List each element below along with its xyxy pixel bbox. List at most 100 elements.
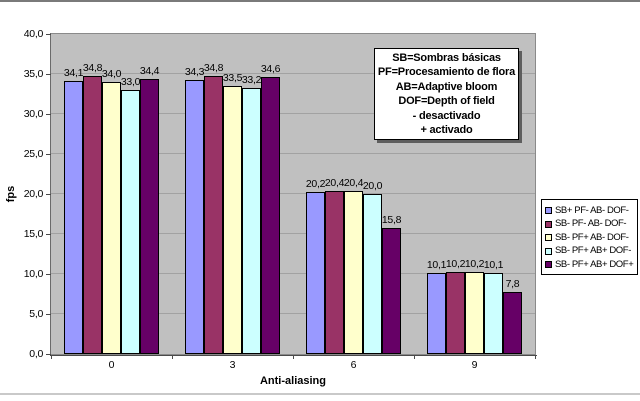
bar-SB-PF+AB+DOF+-aa3 <box>261 77 280 354</box>
x-tick-mark <box>293 355 294 359</box>
y-tick-label: 30,0 <box>23 108 44 120</box>
gridline <box>51 73 535 74</box>
bar-value-label: 33,5 <box>222 72 243 84</box>
bar-value-label: 34,4 <box>139 64 160 77</box>
y-tick-mark <box>46 354 51 355</box>
annotation-line: PF=Procesamiento de flora <box>377 66 516 78</box>
legend-item: SB- PF- AB- DOF- <box>542 218 637 232</box>
bar-value-label: 34,6 <box>260 63 281 76</box>
bar-value-label: 20,4 <box>343 176 364 189</box>
bar-SB+PF-AB-DOF--aa0 <box>64 81 83 354</box>
annotation-line: AB=Adaptive bloom <box>395 80 498 93</box>
bar-SB-PF+AB+DOF+-aa0 <box>140 78 159 354</box>
legend: SB+ PF- AB- DOF- SB- PF- AB- DOF- SB- PF+ … <box>541 199 638 275</box>
bar-SB-PF+AB-DOF--aa6 <box>344 190 363 354</box>
legend-label: SB- PF+ AB+ DOF- <box>555 245 631 257</box>
annotation-line: DOF=Depth of field <box>398 95 495 107</box>
bar-SB-PF+AB+DOF+-aa9 <box>503 291 522 354</box>
annotation-line: SB=Sombras básicas <box>392 51 501 64</box>
y-tick-label: 25,0 <box>23 148 44 160</box>
y-tick-mark <box>46 74 51 75</box>
bar-SB-PF-AB-DOF--aa6 <box>325 190 344 354</box>
legend-label: SB+ PF- AB- DOF- <box>555 204 629 216</box>
bar-SB+PF-AB-DOF--aa3 <box>185 79 204 354</box>
bar-SB-PF+AB+DOF--aa3 <box>242 88 261 354</box>
bar-value-label: 34,8 <box>203 61 224 74</box>
annotation-box: SB=Sombras básicas PF=Procesamiento de f… <box>374 48 519 140</box>
y-tick-mark <box>46 154 51 155</box>
y-tick-label: 10,0 <box>23 268 44 280</box>
legend-label: SB- PF+ AB+ DOF+ <box>555 258 634 270</box>
y-tick-label: 40,0 <box>23 28 44 40</box>
gridline <box>51 113 535 114</box>
bar-SB-PF-AB-DOF--aa9 <box>446 272 465 354</box>
annotation-line: + activado <box>420 124 473 136</box>
legend-marker <box>545 234 552 242</box>
y-tick-mark <box>46 274 51 275</box>
y-tick-label: 20,0 <box>23 188 44 200</box>
gridline <box>51 233 535 234</box>
gridline <box>51 313 535 314</box>
bar-SB+PF-AB-DOF--aa9 <box>427 273 446 354</box>
x-category-label: 9 <box>471 359 478 371</box>
bar-value-label: 34,3 <box>184 65 205 78</box>
legend-item: SB- PF+ AB- DOF- <box>542 231 637 245</box>
legend-item: SB- PF+ AB+ DOF+ <box>542 258 637 272</box>
bar-SB-PF-AB-DOF--aa3 <box>204 75 223 354</box>
bar-value-label: 20,0 <box>362 180 383 192</box>
y-tick-label: 15,0 <box>23 228 44 240</box>
bar-value-label: 33,2 <box>241 74 262 87</box>
legend-item: SB- PF+ AB+ DOF- <box>542 245 637 259</box>
window-top-edge <box>0 0 640 2</box>
gridline <box>51 193 535 194</box>
legend-item: SB+ PF- AB- DOF- <box>542 204 637 218</box>
x-category-label: 6 <box>350 359 357 371</box>
x-tick-mark <box>172 355 173 359</box>
bar-value-label: 10,1 <box>483 259 504 272</box>
gridline <box>51 153 535 154</box>
y-tick-label: 0,0 <box>29 348 43 360</box>
x-tick-mark <box>51 355 52 359</box>
bar-SB-PF+AB+DOF+-aa6 <box>382 227 401 354</box>
y-tick-mark <box>46 114 51 115</box>
y-tick-label: 35,0 <box>23 68 44 80</box>
bar-value-label: 34,0 <box>101 68 122 80</box>
y-tick-mark <box>46 234 51 235</box>
legend-marker <box>545 261 552 269</box>
legend-label: SB- PF- AB- DOF- <box>555 218 627 230</box>
x-category-label: 3 <box>229 359 236 371</box>
x-category-label: 0 <box>108 359 115 371</box>
legend-marker <box>545 207 552 215</box>
bar-SB-PF+AB+DOF--aa9 <box>484 273 503 354</box>
bar-SB-PF-AB-DOF--aa0 <box>83 75 102 354</box>
legend-marker <box>545 220 552 228</box>
bar-value-label: 7,8 <box>505 277 520 290</box>
bar-value-label: 20,4 <box>324 176 345 189</box>
x-tick-mark <box>535 355 536 359</box>
bar-SB-PF+AB-DOF--aa9 <box>465 272 484 354</box>
y-tick-mark <box>46 314 51 315</box>
annotation-line: - desactivado <box>412 109 481 122</box>
bar-value-label: 15,8 <box>381 213 402 226</box>
bar-SB-PF+AB+DOF--aa6 <box>363 194 382 354</box>
y-tick-label: 5,0 <box>29 308 43 320</box>
bar-value-label: 10,2 <box>464 258 485 271</box>
y-tick-mark <box>46 194 51 195</box>
legend-label: SB- PF+ AB- DOF- <box>555 231 629 243</box>
x-axis-title: Anti-aliasing <box>259 375 326 387</box>
y-tick-mark <box>46 34 51 35</box>
bar-SB-PF+AB+DOF--aa0 <box>121 90 140 354</box>
bar-value-label: 34,8 <box>82 61 103 74</box>
bar-value-label: 34,1 <box>63 67 84 80</box>
bar-value-label: 20,2 <box>305 178 326 191</box>
legend-marker <box>545 247 552 255</box>
page-divider-line <box>0 393 640 395</box>
gridline <box>51 273 535 274</box>
bar-value-label: 33,0 <box>120 76 141 88</box>
bar-value-label: 10,2 <box>445 258 466 271</box>
bar-SB+PF-AB-DOF--aa6 <box>306 192 325 354</box>
bar-value-label: 10,1 <box>426 259 447 272</box>
x-tick-mark <box>414 355 415 359</box>
bar-SB-PF+AB-DOF--aa0 <box>102 82 121 354</box>
